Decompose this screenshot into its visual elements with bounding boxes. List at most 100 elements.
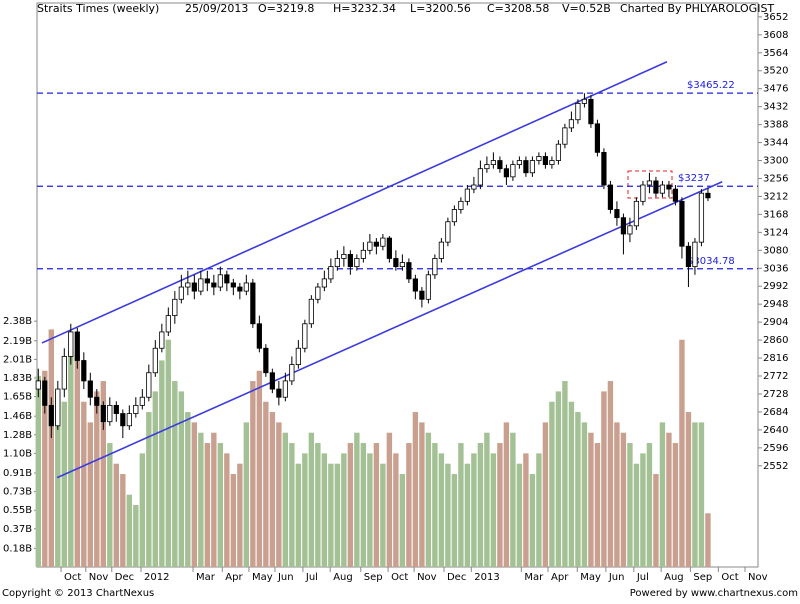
candle-body	[438, 241, 444, 259]
x-tick-label: Aug	[664, 572, 684, 583]
volume-bar	[471, 453, 477, 567]
volume-bar	[146, 412, 152, 567]
x-tick-label: Dec	[447, 572, 466, 583]
volume-bar	[529, 474, 536, 567]
volume-bar	[594, 443, 601, 567]
volume-bar	[328, 463, 334, 567]
volume-bar	[412, 412, 419, 567]
candle-body	[503, 168, 509, 178]
candle-body	[393, 258, 399, 268]
candle-body	[237, 286, 243, 292]
x-tick-label: Apr	[551, 572, 569, 583]
x-tick-label: Jun	[608, 572, 625, 583]
volume-bar	[308, 432, 315, 567]
candle-body	[191, 282, 197, 292]
x-tick-label: Dec	[115, 572, 134, 583]
volume-bar	[432, 443, 438, 567]
candle-body	[256, 323, 262, 349]
candle-body	[204, 278, 210, 284]
x-tick-label: Sep	[693, 572, 712, 583]
candle-body	[152, 347, 158, 374]
candle-body	[165, 315, 171, 333]
y-tick-label: 2552	[763, 461, 788, 472]
y-tick-label: 2816	[763, 353, 788, 364]
x-tick-label: Mar	[196, 572, 216, 583]
candle-body	[224, 274, 230, 284]
volume-bar	[139, 453, 146, 567]
candle-body	[282, 380, 288, 398]
volume-bar	[42, 370, 48, 567]
volume-bar	[588, 432, 594, 567]
volume-bar	[484, 432, 490, 567]
candle-body	[185, 282, 191, 288]
y2-tick-label: 1.10B	[3, 448, 32, 459]
volume-bar	[568, 401, 575, 567]
volume-bar	[523, 453, 529, 567]
volume-bar	[445, 463, 451, 567]
volume-bar	[276, 422, 282, 567]
y-tick-label: 3388	[763, 120, 788, 131]
volume-bar	[653, 474, 659, 567]
volume-bar	[685, 412, 692, 567]
header-field: C=3208.58	[487, 2, 549, 15]
y-tick-label: 3212	[763, 191, 788, 202]
volume-bar	[620, 432, 627, 567]
volume-bar	[120, 474, 126, 567]
y-tick-label: 2904	[763, 317, 788, 328]
volume-bar	[165, 339, 172, 567]
candle-body	[367, 241, 373, 251]
volume-bar	[607, 381, 614, 567]
candle-body	[477, 168, 483, 186]
candle-body	[523, 160, 529, 174]
volume-bar	[406, 443, 412, 567]
y-tick-label: 2640	[763, 425, 788, 436]
y-tick-label: 2948	[763, 299, 788, 310]
volume-bar	[601, 391, 607, 567]
volume-bar	[159, 360, 165, 567]
volume-bar	[497, 443, 503, 567]
volume-bar	[614, 422, 620, 567]
candle-body	[685, 245, 692, 268]
candle-body	[549, 160, 555, 166]
candle-body	[211, 282, 217, 288]
candle-body	[178, 286, 184, 300]
candle-body	[555, 143, 562, 161]
candle-body	[659, 184, 666, 194]
volume-bar	[61, 401, 68, 567]
candle-body	[542, 156, 549, 166]
candle-body	[594, 123, 601, 153]
candle-body	[334, 258, 340, 268]
candle-body	[601, 151, 607, 186]
volume-bar	[224, 453, 230, 567]
y2-tick-label: 1.83B	[3, 373, 32, 384]
volume-bar	[646, 443, 653, 567]
candle-body	[81, 360, 87, 382]
volume-bar	[399, 474, 406, 567]
x-tick-label: 2013	[474, 572, 499, 583]
candle-body	[412, 278, 418, 292]
h-line-label: $3237	[678, 173, 710, 184]
candle-body	[607, 184, 614, 210]
header-field: O=3219.8	[258, 2, 314, 15]
candle-body	[386, 237, 392, 259]
volume-bar	[666, 432, 672, 567]
y2-tick-label: 1.28B	[3, 430, 32, 441]
candle-body	[445, 221, 451, 243]
volume-bar	[126, 494, 133, 567]
candle-body	[269, 372, 275, 390]
candle-body	[42, 380, 48, 406]
candle-body	[230, 282, 236, 288]
volume-bar	[250, 381, 256, 567]
y-tick-label: 2684	[763, 407, 788, 418]
volume-bar	[243, 422, 250, 567]
candle-body	[399, 262, 405, 268]
volume-bar	[178, 391, 185, 567]
volume-bar	[464, 463, 471, 567]
volume-bar	[386, 432, 393, 567]
candle-body	[581, 98, 588, 104]
x-tick-label: Aug	[333, 572, 353, 583]
candle-body	[698, 192, 705, 243]
volume-bar	[373, 443, 380, 567]
volume-bar	[438, 453, 445, 567]
candle-body	[406, 262, 412, 280]
